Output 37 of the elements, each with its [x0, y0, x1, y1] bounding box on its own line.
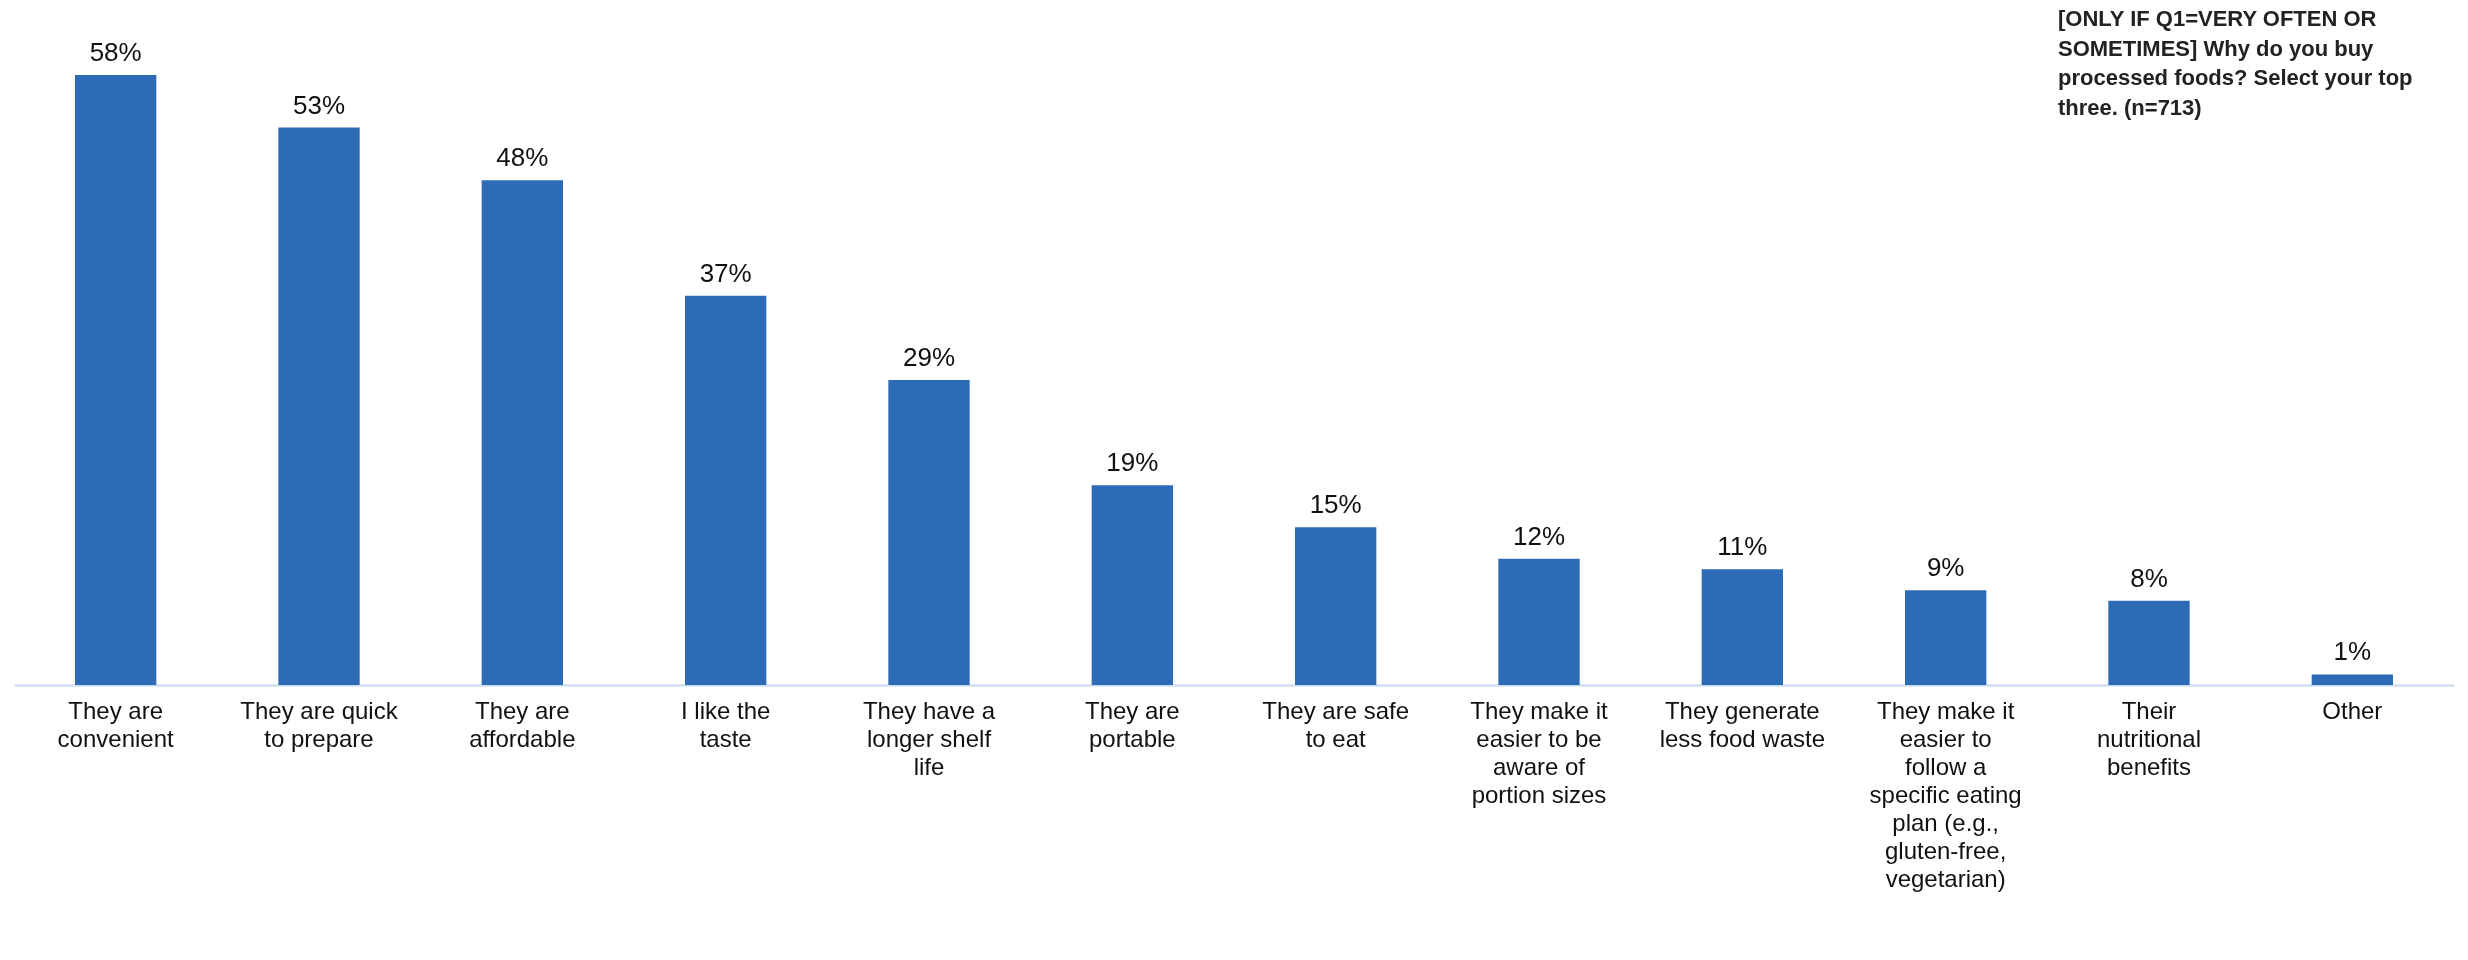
bar — [1091, 485, 1173, 685]
annotation: [ONLY IF Q1=VERY OFTEN OR SOMETIMES] Why do you buy processed foods? Select your top three. (n=713) — [2058, 5, 2414, 123]
data-label: 9% — [1926, 552, 1965, 583]
data-label: 15% — [1309, 489, 1362, 520]
bar — [2108, 600, 2190, 685]
x-tick-label: They are quick to prepare — [240, 696, 399, 752]
data-label: 1% — [2333, 636, 2372, 667]
data-label: 53% — [292, 89, 346, 120]
x-tick-label: They make it easier to be aware of portion sizes — [1470, 696, 1609, 808]
data-label: 29% — [902, 342, 956, 372]
bar — [1701, 569, 1783, 685]
bar — [685, 295, 767, 685]
x-tick-label: They are portable — [1084, 696, 1180, 752]
x-tick-label: Their nutritional benefits — [2096, 696, 2202, 780]
bar — [481, 180, 563, 685]
data-label: 19% — [1106, 447, 1159, 478]
bar — [1905, 590, 1987, 685]
bar — [888, 380, 970, 685]
data-label: 12% — [1512, 520, 1566, 551]
data-label: 8% — [2130, 562, 2168, 593]
x-tick-label: They are safe to eat — [1262, 696, 1410, 752]
data-label: 11% — [1717, 531, 1768, 562]
data-label: 37% — [699, 257, 752, 288]
x-tick-label: They are convenient — [57, 696, 175, 752]
x-tick-label: Other — [2322, 696, 2383, 724]
bar — [75, 75, 157, 685]
x-tick-label: I like the taste — [680, 696, 771, 752]
data-label: 58% — [89, 37, 142, 67]
x-tick-label: They are affordable — [469, 696, 576, 752]
bar — [2311, 674, 2393, 685]
x-tick-label: They have a longer shelf life — [862, 696, 996, 780]
x-tick-label: They generate less food waste — [1659, 696, 1826, 752]
x-tick-label: They make it easier to follow a specific eating plan (e.g., gluten-free, vegetarian) — [1869, 696, 2022, 892]
bar — [1295, 527, 1377, 685]
bar — [278, 127, 360, 685]
bar — [1498, 558, 1580, 685]
data-label: 48% — [496, 142, 549, 173]
